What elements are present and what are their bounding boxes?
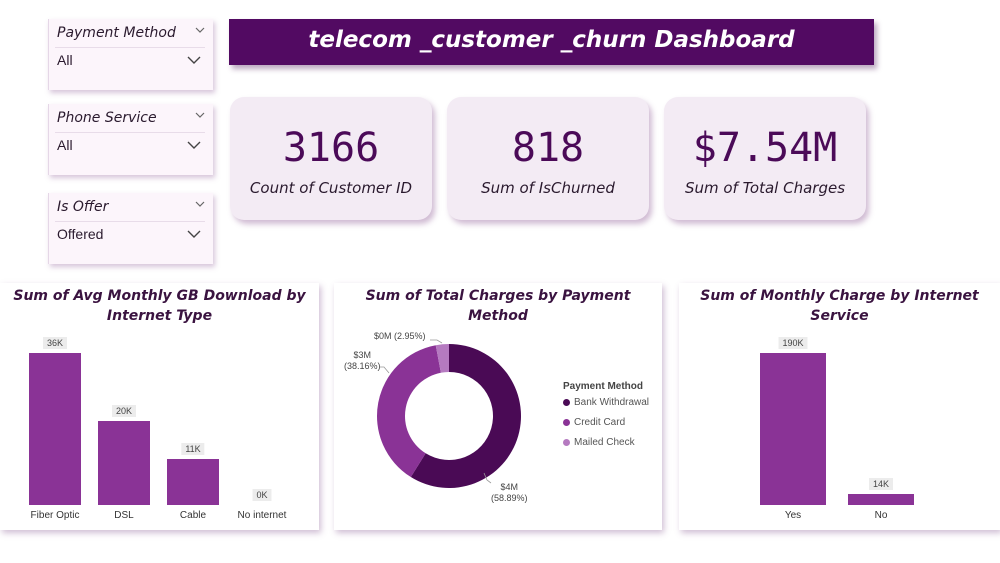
bar-no[interactable] xyxy=(848,493,914,505)
dropdown-chevron-icon[interactable] xyxy=(187,229,201,239)
bar-data-label: 0K xyxy=(252,489,272,501)
bar-data-label: 20K xyxy=(111,404,137,417)
dashboard-title: telecom _customer _churn Dashboard xyxy=(308,27,795,53)
kpi-label: Sum of Total Charges xyxy=(684,179,846,197)
donut-slice-credit-card[interactable] xyxy=(377,345,441,478)
bar-fiber-optic[interactable] xyxy=(29,353,81,505)
bar-yes[interactable] xyxy=(760,353,826,505)
legend-item-credit-card[interactable]: Credit Card xyxy=(563,417,625,428)
donut-chart xyxy=(377,339,521,488)
slicer-label: Phone Service xyxy=(57,110,157,126)
leader-line xyxy=(380,366,390,374)
kpi-label: Count of Customer ID xyxy=(249,179,413,197)
legend-dot-icon xyxy=(563,438,570,446)
dashboard-title-bar: telecom _customer _churn Dashboard xyxy=(229,19,874,65)
bar-data-label: 190K xyxy=(778,337,808,349)
x-tick-label: Yes xyxy=(784,510,802,521)
kpi-value: 818 xyxy=(511,125,585,171)
leader-line xyxy=(483,472,492,484)
x-tick-label: Cable xyxy=(179,510,207,521)
slicer-value[interactable]: Offered xyxy=(57,226,104,242)
slice-label-mailed-check: $0M (2.95%) xyxy=(374,331,426,341)
kpi-value: 3166 xyxy=(282,125,380,171)
slice-label-credit-card: $3M (38.16%) xyxy=(344,350,381,371)
x-tick-label: DSL xyxy=(114,510,134,521)
slicer-value[interactable]: All xyxy=(57,137,73,153)
legend-dot-icon xyxy=(563,418,570,426)
bar-cable[interactable] xyxy=(167,458,219,505)
x-tick-label: Fiber Optic xyxy=(30,510,80,521)
kpi-card-customer-count[interactable]: 3166 Count of Customer ID xyxy=(230,97,432,220)
chart-gb-download-by-internet-type[interactable]: Sum of Avg Monthly GB Download by Intern… xyxy=(0,283,319,530)
bar-data-label: 14K xyxy=(868,477,894,490)
divider xyxy=(55,47,205,48)
donut-slice-mailed-check[interactable] xyxy=(435,344,449,373)
dropdown-chevron-icon[interactable] xyxy=(187,140,201,150)
slicer-value[interactable]: All xyxy=(57,52,73,68)
slicer-label: Payment Method xyxy=(57,25,176,41)
legend-item-mailed-check[interactable]: Mailed Check xyxy=(563,437,635,448)
kpi-value: $7.54M xyxy=(692,125,838,171)
slicer-payment-method[interactable]: Payment Method All xyxy=(48,19,213,90)
slicer-is-offer[interactable]: Is Offer Offered xyxy=(48,193,213,264)
donut-slice-bank-withdrawal[interactable] xyxy=(410,344,521,488)
chart-monthly-charge-by-internet-service[interactable]: Sum of Monthly Charge by Internet Servic… xyxy=(679,283,1000,530)
chart-total-charges-by-payment-method[interactable]: Sum of Total Charges by Payment Method P… xyxy=(334,283,662,530)
x-tick-label: No internet xyxy=(237,510,287,521)
legend-dot-icon xyxy=(563,398,570,406)
bar-data-label: 36K xyxy=(42,337,68,349)
kpi-card-total-charges[interactable]: $7.54M Sum of Total Charges xyxy=(664,97,866,220)
bar-data-label: 11K xyxy=(181,442,205,455)
slicer-phone-service[interactable]: Phone Service All xyxy=(48,104,213,175)
chevron-down-icon[interactable] xyxy=(195,199,205,209)
legend-title: Payment Method xyxy=(563,381,644,392)
slicer-label: Is Offer xyxy=(57,199,109,215)
chart-title: Sum of Avg Monthly GB Download by Intern… xyxy=(13,288,306,324)
kpi-label: Sum of IsChurned xyxy=(481,179,615,197)
chevron-down-icon[interactable] xyxy=(195,110,205,120)
legend-item-bank-withdrawal[interactable]: Bank Withdrawal xyxy=(563,397,649,408)
bar-dsl[interactable] xyxy=(98,420,150,505)
dropdown-chevron-icon[interactable] xyxy=(187,55,201,65)
chevron-down-icon[interactable] xyxy=(195,25,205,35)
divider xyxy=(55,132,205,133)
chart-title: Sum of Monthly Charge by Internet Servic… xyxy=(700,288,979,324)
chart-title: Sum of Total Charges by Payment Method xyxy=(365,288,631,324)
slice-label-bank-withdrawal: $4M (58.89%) xyxy=(491,482,528,503)
divider xyxy=(55,221,205,222)
kpi-card-churned[interactable]: 818 Sum of IsChurned xyxy=(447,97,649,220)
leader-line xyxy=(430,339,443,344)
x-tick-label: No xyxy=(874,510,888,521)
